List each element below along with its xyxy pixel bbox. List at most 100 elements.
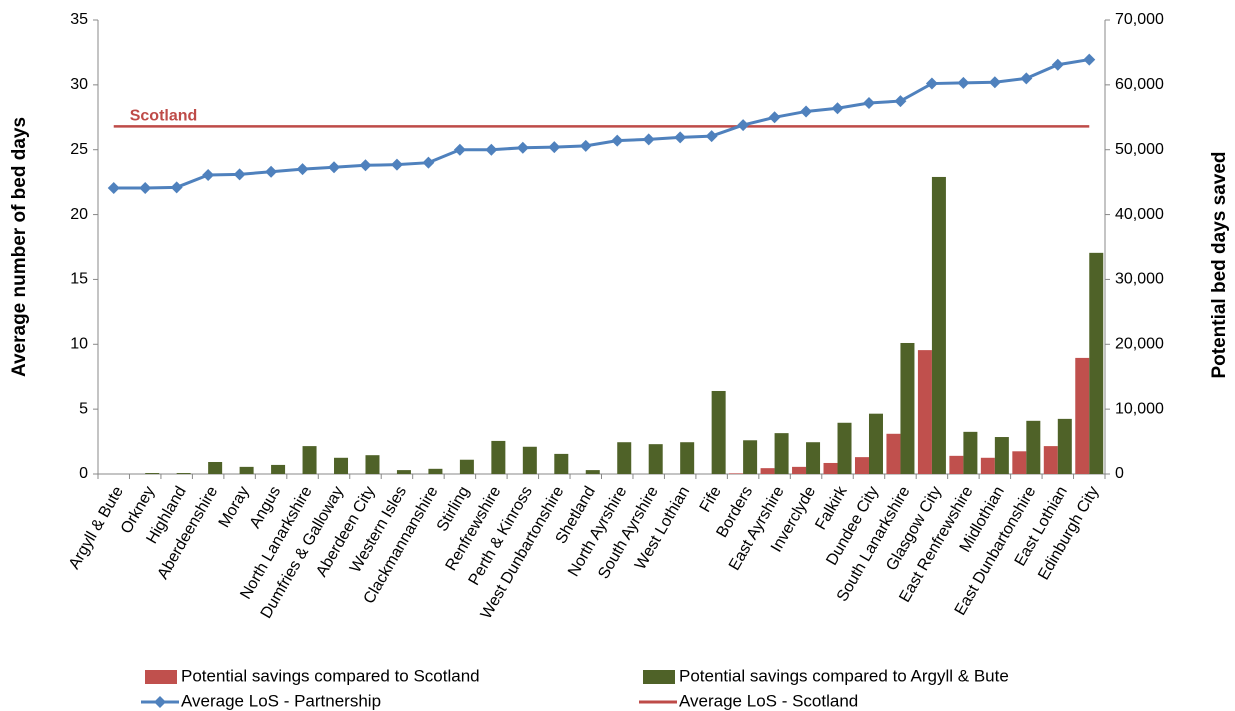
bar [365, 455, 380, 474]
line-marker [611, 134, 624, 147]
bar [729, 473, 744, 474]
bar [1026, 420, 1041, 474]
bar [917, 350, 932, 474]
bar [1089, 252, 1104, 474]
line-marker [485, 143, 498, 156]
bar [585, 470, 600, 474]
y2-tick-label: 70,000 [1115, 11, 1164, 28]
y-tick-label: 0 [79, 465, 88, 482]
bar [711, 390, 726, 474]
legend-label: Average LoS - Scotland [679, 691, 858, 710]
bar [1057, 418, 1072, 474]
bar [994, 437, 1009, 474]
bar [774, 433, 789, 474]
line-marker [831, 102, 844, 115]
bar [900, 342, 915, 474]
bar [980, 457, 995, 474]
bar [854, 457, 869, 474]
bar [963, 431, 978, 474]
line-marker [737, 119, 750, 132]
legend-label: Average LoS - Partnership [181, 691, 381, 710]
line-marker [925, 77, 938, 90]
bar [868, 413, 883, 474]
bar [931, 176, 946, 474]
reference-label: Scotland [130, 108, 198, 125]
y2-tick-label: 30,000 [1115, 271, 1164, 288]
line-marker [453, 143, 466, 156]
line-marker [957, 76, 970, 89]
bar [334, 457, 349, 474]
line-marker [422, 156, 435, 169]
legend-label: Potential savings compared to Scotland [181, 666, 480, 685]
legend-label: Potential savings compared to Argyll & B… [679, 666, 1009, 685]
bar [554, 453, 569, 474]
line-marker [170, 181, 183, 194]
bar [208, 462, 223, 474]
legend-marker [154, 696, 166, 708]
bar [1075, 357, 1090, 474]
y-tick-label: 20 [70, 206, 88, 223]
bar [176, 473, 191, 474]
y-axis-title: Average number of bed days [9, 117, 30, 377]
line-marker [800, 105, 813, 118]
bar [886, 433, 901, 474]
bar [428, 468, 443, 474]
line-marker [359, 159, 372, 172]
legend-swatch [145, 670, 177, 684]
line-marker [1020, 72, 1033, 85]
line-marker [107, 181, 120, 194]
y-tick-label: 25 [70, 141, 88, 158]
bar [617, 442, 632, 474]
line-marker [862, 97, 875, 110]
bar [1012, 451, 1027, 474]
line-marker [265, 165, 278, 178]
line-marker [642, 133, 655, 146]
y-tick-label: 5 [79, 400, 88, 417]
line-marker [516, 141, 529, 154]
bar [1043, 446, 1058, 474]
bar [302, 446, 317, 474]
bar [806, 442, 821, 474]
bar [459, 459, 474, 474]
y2-tick-label: 50,000 [1115, 141, 1164, 158]
y-tick-label: 35 [70, 11, 88, 28]
line-marker [328, 161, 341, 174]
y2-axis-title: Potential bed days saved [1209, 151, 1230, 378]
line-marker [768, 111, 781, 124]
line-marker [1083, 53, 1096, 66]
bar [239, 466, 254, 474]
line-marker [548, 141, 561, 154]
line-marker [390, 158, 403, 171]
y-tick-label: 10 [70, 336, 88, 353]
bar [491, 440, 506, 474]
y2-tick-label: 10,000 [1115, 400, 1164, 417]
bar [271, 464, 286, 474]
y-tick-label: 30 [70, 76, 88, 93]
line-marker [894, 95, 907, 108]
x-tick-label: Fife [697, 484, 725, 516]
y2-tick-label: 60,000 [1115, 76, 1164, 93]
bar [949, 455, 964, 474]
bar [680, 442, 695, 474]
line-marker [988, 76, 1001, 89]
line-marker [139, 181, 152, 194]
bar [760, 468, 775, 474]
line-marker [705, 130, 718, 143]
bar [837, 422, 852, 474]
bar [145, 473, 160, 474]
legend-swatch [643, 670, 675, 684]
bar [522, 446, 537, 474]
y-tick-label: 15 [70, 271, 88, 288]
line [113, 58, 1090, 190]
line-marker [674, 131, 687, 144]
bar [792, 466, 807, 474]
line-marker [579, 139, 592, 152]
bar [743, 440, 758, 474]
bar [648, 444, 663, 474]
line-marker [1051, 58, 1064, 71]
bar [823, 462, 838, 474]
y2-tick-label: 40,000 [1115, 206, 1164, 223]
line-marker [296, 163, 309, 176]
line-marker [202, 169, 215, 182]
